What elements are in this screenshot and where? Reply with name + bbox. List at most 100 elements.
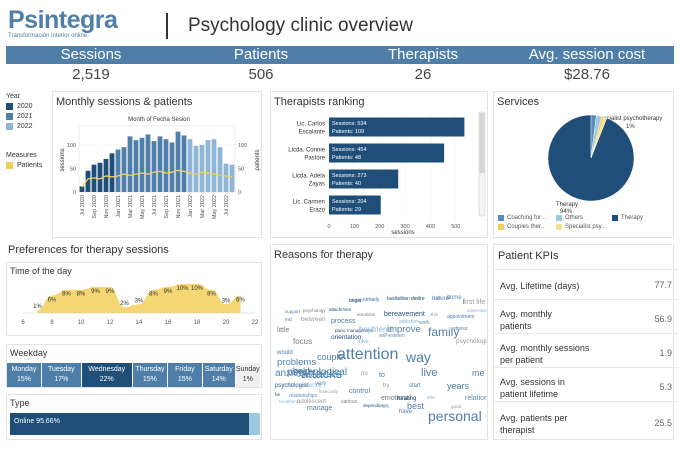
word-cloud-word[interactable]: best — [407, 401, 425, 411]
word-cloud-word[interactable]: anger — [349, 298, 362, 304]
word-cloud-word[interactable]: depression — [307, 372, 342, 379]
word-cloud-word[interactable]: various — [341, 399, 358, 405]
ranking-row[interactable]: Lic. Carlos Escalante Sessions: 534 Patient… — [297, 117, 465, 137]
weekday-cell-friday[interactable]: Friday 15% — [167, 363, 202, 387]
word-cloud-word[interactable]: attachment — [329, 307, 352, 312]
word-cloud-word[interactable]: this — [431, 312, 439, 317]
word-cloud-word[interactable]: would — [277, 350, 293, 356]
word-cloud-word[interactable]: first life — [463, 299, 486, 306]
word-cloud-word[interactable]: orientation — [331, 334, 362, 341]
services-legend-item-specialist[interactable]: Specialist psy.. — [556, 224, 612, 230]
word-cloud-word[interactable]: years — [447, 381, 470, 391]
word-cloud-word[interactable]: good — [451, 404, 462, 409]
word-cloud-word[interactable]: anxiety — [275, 368, 307, 379]
word-cloud-word[interactable]: staff — [411, 296, 421, 302]
legend-item-patients[interactable]: Patients — [6, 162, 54, 169]
ranking-row[interactable]: Licda. Connie Pastore Sessions: 454 Patient… — [288, 143, 445, 163]
ranking-row[interactable]: Licda. Adela Zayas Sessions: 273 Patients: … — [292, 169, 399, 189]
legend-item-2022[interactable]: 2022 — [6, 123, 54, 130]
services-legend-item-others[interactable]: Others — [556, 215, 612, 221]
word-cloud-word[interactable]: psychology — [303, 308, 326, 313]
word-cloud-word[interactable]: have — [399, 409, 413, 415]
word-cloud-word[interactable]: live — [421, 367, 438, 379]
word-cloud-word[interactable]: nature — [432, 296, 450, 302]
word-cloud-word[interactable]: but follow — [387, 296, 409, 302]
weekday-cell-monday[interactable]: Monday 15% — [7, 363, 41, 387]
word-cloud-word[interactable]: personal — [428, 408, 482, 424]
word-cloud-word[interactable]: attention — [337, 346, 399, 363]
word-cloud-word[interactable]: insecurity — [319, 389, 339, 394]
weekday-cell-saturday[interactable]: Saturday 14% — [202, 363, 235, 387]
word-cloud-word[interactable]: appointment — [447, 314, 475, 320]
word-cloud-word[interactable]: stress — [453, 326, 468, 332]
services-pie[interactable]: Specialist psychotherapy 1% Therapy 94% — [494, 110, 673, 220]
word-cloud-word[interactable]: treatment — [279, 399, 299, 404]
word-cloud-word[interactable]: problems — [277, 357, 317, 368]
word-cloud-word[interactable]: to — [379, 372, 385, 379]
ranking-row[interactable]: Lic. Carmen Erazo Sessions: 204 Patients: 2… — [293, 195, 381, 215]
word-cloud-word[interactable]: low — [432, 296, 442, 302]
legend-item-2020[interactable]: 2020 — [6, 103, 54, 110]
word-cloud-word[interactable]: improve — [387, 324, 421, 335]
word-cloud-word[interactable]: help — [293, 366, 311, 376]
word-cloud-word[interactable]: by — [383, 383, 390, 389]
word-cloud-word[interactable]: he — [275, 392, 281, 397]
word-cloud-word[interactable]: eat — [285, 317, 292, 323]
word-cloud-word[interactable]: bereavement — [384, 311, 425, 318]
word-cloud-word[interactable]: way — [406, 349, 431, 365]
word-cloud-word[interactable]: dependence — [363, 403, 388, 408]
word-cloud-word[interactable]: psychological — [287, 367, 348, 378]
type-bar[interactable]: Online 95.66% — [10, 413, 260, 435]
type-bar-other[interactable] — [249, 413, 260, 435]
scrollbar-thumb[interactable] — [479, 113, 485, 173]
word-cloud-word[interactable]: psychological — [456, 338, 487, 345]
word-cloud-word[interactable]: emotions — [357, 312, 376, 317]
word-cloud-word[interactable]: little — [277, 327, 290, 334]
word-cloud-word[interactable]: evaluation — [387, 296, 410, 302]
time-of-day-chart[interactable]: 1%6%8% 8% 9% 9%2% 3%8% 9% 10% 10%8%3% 6%6 8 10 12 14… — [7, 277, 261, 335]
word-cloud-word[interactable]: before — [363, 297, 378, 303]
word-cloud-word[interactable]: more — [379, 404, 390, 409]
word-cloud-word[interactable]: support — [285, 309, 301, 314]
word-cloud-word[interactable]: it — [447, 295, 450, 301]
word-cloud-word[interactable]: very — [315, 381, 327, 387]
weekday-cell-tuesday[interactable]: Tuesday 17% — [41, 363, 81, 387]
word-cloud-word[interactable]: psychologist — [275, 383, 309, 389]
services-legend-item-couples[interactable]: Couples ther.. — [498, 224, 556, 230]
word-cloud-word[interactable]: relationships — [289, 393, 318, 399]
word-cloud-word[interactable]: some — [447, 295, 462, 301]
word-cloud-word[interactable]: focus — [293, 337, 313, 346]
word-cloud-word[interactable]: dependency — [289, 383, 322, 389]
word-cloud-word[interactable]: control — [349, 388, 371, 395]
word-cloud-word[interactable]: adolescent — [297, 399, 327, 405]
word-cloud-word[interactable]: me — [472, 368, 485, 378]
services-legend-item-coaching[interactable]: Coaching for .. — [498, 215, 556, 221]
word-cloud-word[interactable]: panic management — [335, 328, 374, 333]
weekday-cell-thursday[interactable]: Thursday 15% — [132, 363, 167, 387]
ranking-chart[interactable]: sessions 0 100 200 300 400 500 Lic. Carlos Esca… — [271, 110, 487, 238]
word-cloud-word[interactable]: couple — [317, 352, 344, 362]
word-cloud-word[interactable]: attacks — [301, 366, 343, 381]
word-cloud-word[interactable]: process — [331, 318, 356, 325]
type-bar-online[interactable] — [10, 413, 250, 435]
weekday-cell-wednesday[interactable]: Wednesday 22% — [81, 363, 132, 387]
word-cloud-word[interactable]: health — [349, 298, 363, 304]
word-cloud-word[interactable]: healing — [397, 396, 417, 402]
word-cloud-word[interactable]: like — [359, 338, 369, 345]
word-cloud-word[interactable]: start — [409, 383, 421, 389]
word-cloud-word[interactable]: addiction — [399, 319, 420, 325]
word-cloud-word[interactable]: she — [427, 395, 436, 401]
services-legend-item-therapy[interactable]: Therapy — [612, 215, 668, 221]
word-cloud-word[interactable]: emotional — [381, 395, 412, 402]
word-cloud-word[interactable]: between — [301, 316, 326, 323]
word-cloud-word[interactable]: boyfriend — [359, 325, 392, 334]
word-cloud-word[interactable]: family — [428, 325, 460, 339]
monthly-chart[interactable]: Month of Fecha Sesion sessions patients … — [53, 110, 261, 238]
word-cloud-word[interactable]: no — [361, 371, 368, 377]
word-cloud-word[interactable]: self-esteem — [379, 333, 405, 339]
word-cloud-word[interactable]: already — [363, 297, 380, 303]
word-cloud-word[interactable]: desire — [411, 296, 425, 302]
word-cloud-word[interactable]: manage — [307, 405, 333, 412]
word-cloud-word[interactable]: understand — [467, 308, 487, 313]
legend-item-2021[interactable]: 2021 — [6, 113, 54, 120]
